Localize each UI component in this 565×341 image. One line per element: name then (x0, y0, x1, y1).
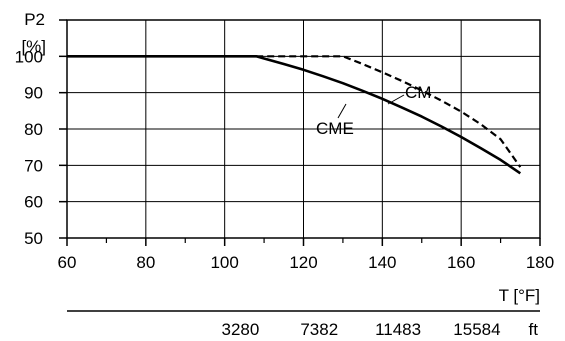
altitude-unit-label: ft (529, 320, 539, 339)
y-tick-label: 70 (24, 156, 43, 175)
series-line-cme (67, 55, 522, 175)
series-line-cm (256, 55, 522, 168)
altitude-tick-label: 3280 (222, 320, 260, 339)
labels: P2 [%] T [°F] ft CM CME (21, 10, 540, 339)
y-axis-label-line1: P2 (24, 10, 45, 29)
axes: 60 80 100 120 140 160 180 50 60 70 80 90 100 3280 7382… (15, 19, 554, 339)
series-label-cm: CM (405, 83, 431, 102)
x-axis-label: T [°F] (499, 286, 540, 305)
x-tick-label: 60 (58, 253, 77, 272)
x-tick-label: 120 (289, 253, 317, 272)
altitude-tick-label: 15584 (453, 320, 500, 339)
label-leader-cm (387, 94, 405, 105)
y-tick-label: 90 (24, 84, 43, 103)
grid-lines (67, 20, 540, 238)
y-axis-label-unit: [%] (21, 37, 46, 56)
x-tick-label: 80 (136, 253, 155, 272)
label-leader-cme (337, 103, 347, 119)
series-label-cme: CME (316, 119, 354, 138)
x-tick-label: 180 (526, 253, 554, 272)
y-tick-label: 60 (24, 193, 43, 212)
y-tick-label: 100 (15, 47, 43, 66)
x-tick-label: 100 (210, 253, 238, 272)
series-lines (67, 55, 522, 175)
x-tick-label: 160 (447, 253, 475, 272)
y-tick-label: 50 (24, 229, 43, 248)
x-tick-label: 140 (368, 253, 396, 272)
altitude-tick-label: 7382 (300, 320, 338, 339)
altitude-tick-label: 11483 (375, 320, 421, 339)
y-tick-label: 80 (24, 120, 43, 139)
